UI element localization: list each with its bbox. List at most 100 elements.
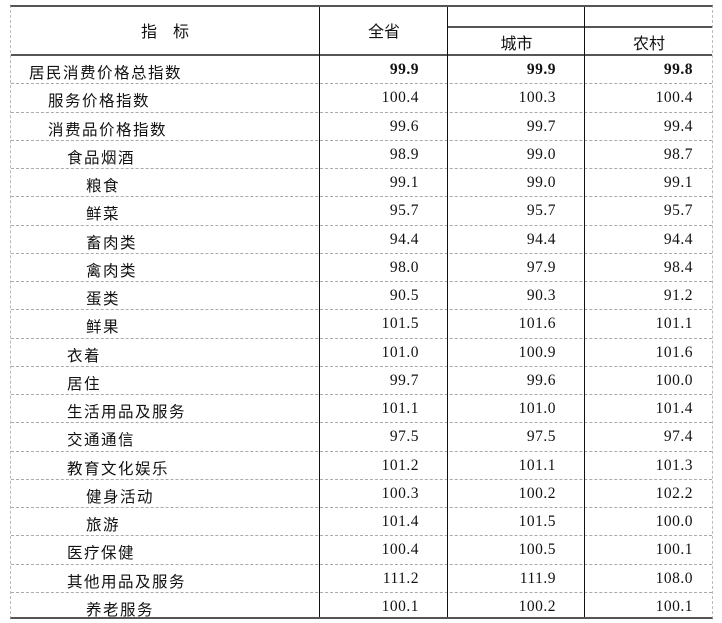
value-province: 94.4 (389, 230, 419, 248)
value-city: 99.7 (526, 117, 556, 135)
header-city: 城市 (500, 36, 533, 53)
value-rural: 99.4 (663, 117, 693, 135)
table-row: 居民消费价格总指数 99.9 99.9 99.8 (11, 56, 712, 85)
value-province: 111.2 (382, 569, 419, 587)
value-rural: 101.3 (655, 456, 693, 474)
value-province: 99.7 (389, 371, 419, 389)
table-row: 食品烟酒 98.9 99.0 98.7 (11, 141, 712, 169)
table-row: 居住 99.7 99.6 100.0 (11, 367, 712, 395)
row-label: 养老服务 (86, 601, 155, 619)
table-row: 鲜果 101.5 101.6 101.1 (11, 310, 712, 339)
header-indicator: 指 标 (140, 24, 189, 41)
value-city: 111.9 (519, 569, 556, 587)
table-row: 生活用品及服务 101.1 101.0 101.4 (11, 395, 712, 424)
table-row: 消费品价格指数 99.6 99.7 99.4 (11, 113, 712, 141)
row-label: 健身活动 (86, 488, 155, 506)
value-rural: 94.4 (663, 230, 693, 248)
table-row: 衣着 101.0 100.9 101.6 (11, 339, 712, 367)
value-city: 101.1 (518, 456, 556, 474)
table-row: 旅游 101.4 101.5 100.0 (11, 508, 712, 537)
header-province: 全省 (367, 24, 400, 41)
value-province: 98.9 (389, 145, 419, 163)
value-rural: 101.6 (655, 343, 693, 361)
header-divider (448, 26, 712, 28)
value-rural: 100.1 (655, 597, 693, 615)
value-city: 99.0 (526, 145, 556, 163)
header-rural: 农村 (632, 36, 665, 53)
row-label: 服务价格指数 (48, 93, 151, 111)
value-rural: 91.2 (663, 287, 693, 304)
row-label: 交通通信 (67, 432, 136, 450)
row-label: 居住 (67, 375, 102, 393)
value-city: 97.5 (526, 428, 556, 446)
row-label: 畜肉类 (86, 234, 138, 252)
row-label: 医疗保健 (67, 545, 136, 563)
row-label: 衣着 (67, 347, 102, 365)
value-province: 100.4 (381, 89, 419, 107)
row-label: 教育文化娱乐 (67, 460, 170, 478)
row-label: 旅游 (86, 517, 121, 534)
table-row: 鲜菜 95.7 95.7 95.7 (11, 197, 712, 226)
row-label: 食品烟酒 (67, 149, 136, 167)
table-row: 养老服务 100.1 100.2 100.1 (11, 593, 712, 621)
value-city: 94.4 (526, 230, 556, 248)
table-row: 畜肉类 94.4 94.4 94.4 (11, 226, 712, 254)
value-rural: 100.0 (655, 371, 693, 389)
table-body: 居民消费价格总指数 99.9 99.9 99.8 服务价格指数 100.4 100.3 100… (11, 56, 712, 621)
value-rural: 100.4 (655, 89, 693, 107)
value-province: 99.9 (389, 61, 419, 78)
value-city: 101.6 (518, 315, 556, 333)
value-rural: 97.4 (663, 428, 693, 446)
column-divider (584, 7, 585, 617)
value-rural: 101.1 (655, 315, 693, 333)
value-city: 101.0 (518, 400, 556, 417)
table-row: 医疗保健 100.4 100.5 100.1 (11, 536, 712, 565)
value-province: 100.4 (381, 541, 419, 559)
row-label: 生活用品及服务 (67, 404, 187, 421)
row-label: 消费品价格指数 (48, 121, 168, 139)
value-city: 99.0 (526, 174, 556, 191)
value-city: 100.3 (518, 89, 556, 107)
price-index-table: 指 标 全省 城市 农村 居民消费价格总指数 99.9 99.9 99.8 服务价格指数… (10, 5, 713, 619)
value-province: 100.3 (381, 484, 419, 502)
value-rural: 108.0 (655, 569, 693, 587)
row-label: 禽肉类 (86, 262, 138, 280)
row-label: 蛋类 (86, 291, 121, 308)
table-row: 教育文化娱乐 101.2 101.1 101.3 (11, 452, 712, 480)
table-row: 交通通信 97.5 97.5 97.4 (11, 423, 712, 452)
value-rural: 102.2 (655, 484, 693, 502)
value-city: 100.2 (518, 597, 556, 615)
table-row: 服务价格指数 100.4 100.3 100.4 (11, 84, 712, 113)
value-province: 97.5 (389, 428, 419, 446)
value-rural: 100.1 (655, 541, 693, 559)
value-province: 101.0 (381, 343, 419, 361)
value-rural: 99.1 (663, 174, 693, 191)
table-row: 禽肉类 98.0 97.9 98.4 (11, 254, 712, 282)
table-row: 健身活动 100.3 100.2 102.2 (11, 480, 712, 508)
value-rural: 98.7 (663, 145, 693, 163)
value-province: 100.1 (381, 597, 419, 615)
value-city: 97.9 (526, 258, 556, 276)
value-rural: 100.0 (655, 513, 693, 530)
value-city: 101.5 (518, 513, 556, 530)
column-divider (447, 7, 448, 617)
value-city: 90.3 (526, 287, 556, 304)
value-city: 100.9 (518, 343, 556, 361)
row-label: 粮食 (86, 178, 121, 195)
value-rural: 101.4 (655, 400, 693, 417)
value-province: 99.6 (389, 117, 419, 135)
value-province: 99.1 (389, 174, 419, 191)
value-province: 98.0 (389, 258, 419, 276)
value-province: 101.4 (381, 513, 419, 530)
value-rural: 98.4 (663, 258, 693, 276)
table-header: 指 标 全省 城市 农村 (11, 7, 712, 56)
value-city: 99.9 (526, 61, 556, 78)
value-rural: 99.8 (663, 61, 693, 78)
value-province: 101.2 (381, 456, 419, 474)
table-row: 蛋类 90.5 90.3 91.2 (11, 282, 712, 311)
column-divider (319, 7, 320, 617)
value-city: 100.2 (518, 484, 556, 502)
table-row: 其他用品及服务 111.2 111.9 108.0 (11, 565, 712, 593)
table-row: 粮食 99.1 99.0 99.1 (11, 169, 712, 198)
value-province: 90.5 (389, 287, 419, 304)
